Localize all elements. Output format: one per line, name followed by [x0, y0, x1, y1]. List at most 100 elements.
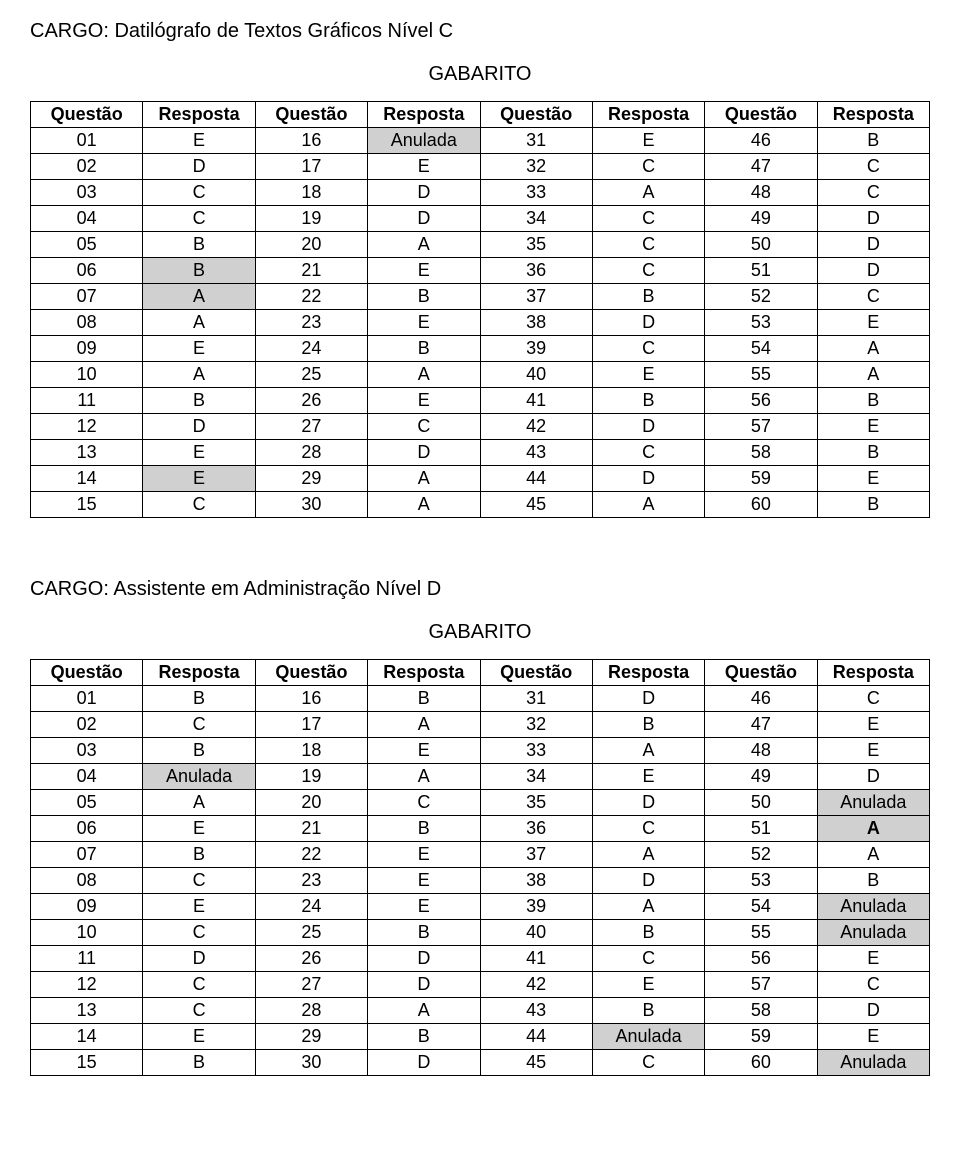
- table-cell: A: [143, 284, 255, 310]
- table-cell: B: [368, 816, 480, 842]
- table-cell: Anulada: [817, 790, 929, 816]
- header-questao: Questão: [31, 102, 143, 128]
- table-cell: 04: [31, 764, 143, 790]
- table-cell: C: [143, 972, 255, 998]
- table-cell: 14: [31, 466, 143, 492]
- table-cell: 15: [31, 492, 143, 518]
- table-row: 05A20C35D50Anulada: [31, 790, 930, 816]
- table-cell: B: [368, 336, 480, 362]
- table-cell: 01: [31, 686, 143, 712]
- table-cell: E: [817, 414, 929, 440]
- table-cell: 21: [255, 258, 367, 284]
- gabarito-title-2: GABARITO: [30, 621, 930, 644]
- table-cell: 38: [480, 868, 592, 894]
- table-cell: C: [143, 180, 255, 206]
- table-cell: D: [592, 790, 704, 816]
- table-cell: E: [817, 310, 929, 336]
- table-cell: B: [143, 686, 255, 712]
- table-cell: D: [143, 946, 255, 972]
- table-cell: A: [368, 998, 480, 1024]
- table-cell: 24: [255, 894, 367, 920]
- table-cell: A: [368, 764, 480, 790]
- table-cell: E: [368, 258, 480, 284]
- table-cell: C: [143, 998, 255, 1024]
- table-cell: 36: [480, 258, 592, 284]
- table-cell: 51: [705, 258, 817, 284]
- table-cell: 32: [480, 712, 592, 738]
- table-cell: B: [817, 128, 929, 154]
- table-cell: D: [368, 206, 480, 232]
- table-cell: 31: [480, 686, 592, 712]
- table-cell: 05: [31, 790, 143, 816]
- table-cell: A: [817, 362, 929, 388]
- header-questao: Questão: [705, 660, 817, 686]
- table-cell: D: [143, 414, 255, 440]
- table-cell: C: [592, 258, 704, 284]
- table-cell: B: [592, 388, 704, 414]
- table-cell: E: [592, 128, 704, 154]
- table-cell: E: [143, 466, 255, 492]
- table-cell: 08: [31, 868, 143, 894]
- table-cell: 50: [705, 232, 817, 258]
- table-cell: Anulada: [592, 1024, 704, 1050]
- table-cell: E: [143, 128, 255, 154]
- table-cell: A: [368, 362, 480, 388]
- table-cell: E: [143, 894, 255, 920]
- table-cell: C: [143, 868, 255, 894]
- table-cell: B: [817, 388, 929, 414]
- table-cell: 54: [705, 336, 817, 362]
- table-cell: 43: [480, 998, 592, 1024]
- table-cell: 57: [705, 414, 817, 440]
- table-cell: B: [368, 920, 480, 946]
- header-questao: Questão: [255, 660, 367, 686]
- table-cell: E: [817, 466, 929, 492]
- table-cell: E: [143, 1024, 255, 1050]
- table-cell: D: [368, 440, 480, 466]
- table-cell: E: [143, 440, 255, 466]
- table-row: 02C17A32B47E: [31, 712, 930, 738]
- table-cell: D: [817, 258, 929, 284]
- table-cell: 27: [255, 414, 367, 440]
- table-cell: 58: [705, 440, 817, 466]
- table-row: 05B20A35C50D: [31, 232, 930, 258]
- table-cell: D: [592, 310, 704, 336]
- table-cell: E: [817, 946, 929, 972]
- table-row: 04Anulada19A34E49D: [31, 764, 930, 790]
- table-cell: 22: [255, 284, 367, 310]
- table-cell: 46: [705, 128, 817, 154]
- table-cell: C: [592, 1050, 704, 1076]
- table-cell: 27: [255, 972, 367, 998]
- table-cell: 20: [255, 232, 367, 258]
- table-cell: 44: [480, 1024, 592, 1050]
- table-cell: 10: [31, 920, 143, 946]
- table-cell: 12: [31, 414, 143, 440]
- header-resposta: Resposta: [592, 660, 704, 686]
- table-cell: 34: [480, 206, 592, 232]
- table-cell: 24: [255, 336, 367, 362]
- table-cell: 33: [480, 180, 592, 206]
- table-cell: 36: [480, 816, 592, 842]
- table-cell: Anulada: [143, 764, 255, 790]
- table-cell: 23: [255, 310, 367, 336]
- table-cell: C: [817, 154, 929, 180]
- table-cell: 26: [255, 388, 367, 414]
- table-cell: 60: [705, 492, 817, 518]
- table-cell: C: [592, 816, 704, 842]
- header-resposta: Resposta: [817, 102, 929, 128]
- table-cell: D: [368, 946, 480, 972]
- table-cell: E: [817, 712, 929, 738]
- table-cell: E: [817, 1024, 929, 1050]
- table-cell: E: [368, 894, 480, 920]
- table-cell: B: [592, 998, 704, 1024]
- table-cell: D: [368, 180, 480, 206]
- table-cell: 16: [255, 128, 367, 154]
- table-cell: Anulada: [817, 1050, 929, 1076]
- table-cell: 13: [31, 998, 143, 1024]
- table-cell: B: [817, 440, 929, 466]
- table-cell: B: [592, 712, 704, 738]
- table-cell: 29: [255, 1024, 367, 1050]
- table-cell: D: [592, 414, 704, 440]
- table-cell: A: [368, 466, 480, 492]
- table-cell: 54: [705, 894, 817, 920]
- table-cell: 32: [480, 154, 592, 180]
